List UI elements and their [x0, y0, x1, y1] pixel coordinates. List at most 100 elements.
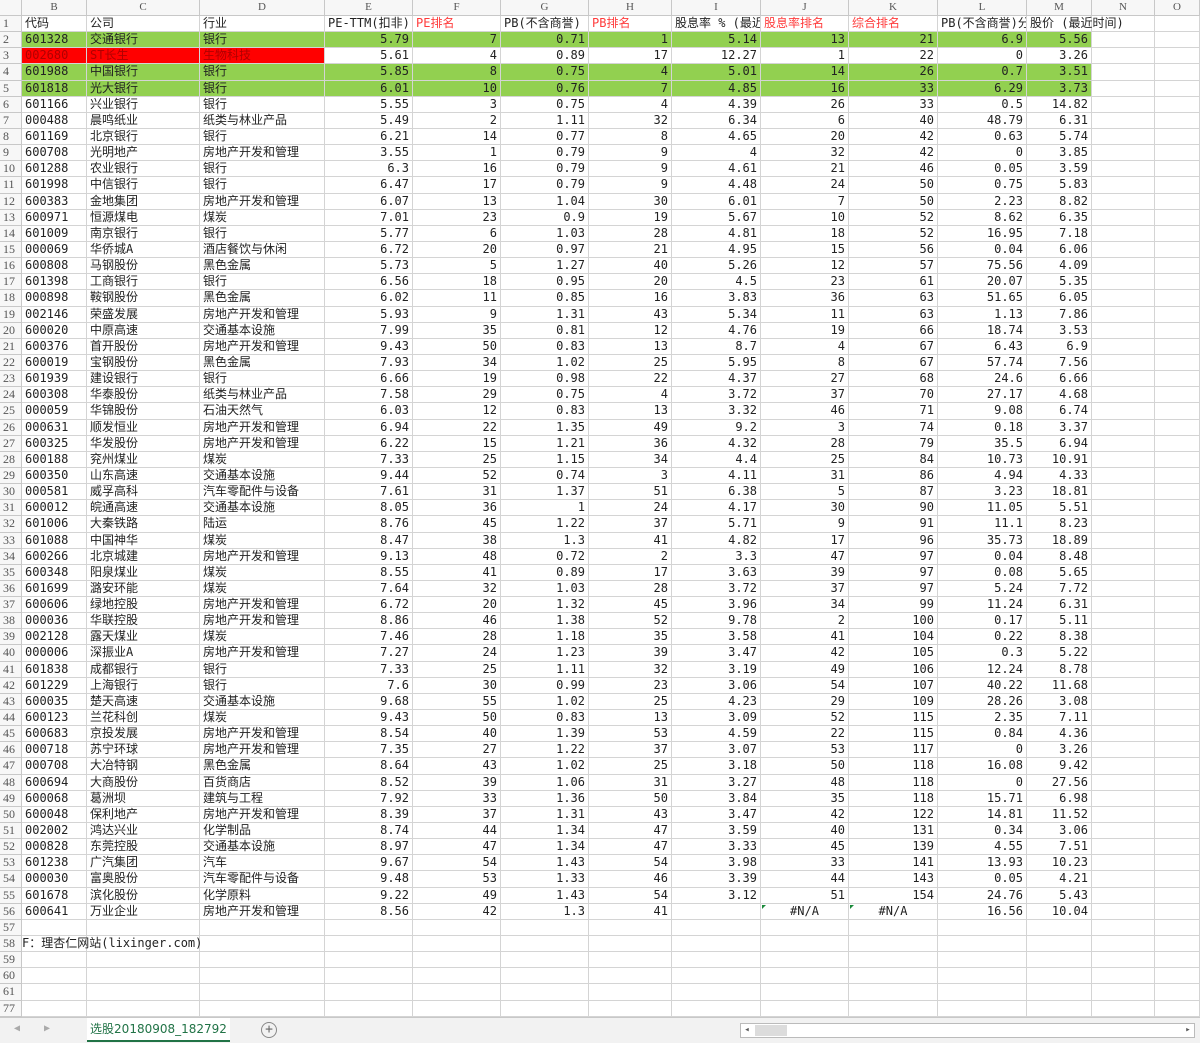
cell[interactable]: 3.23 [938, 484, 1027, 501]
cell[interactable]: 600020 [22, 322, 87, 339]
column-header-F[interactable]: F [413, 0, 501, 16]
cell[interactable]: 27 [761, 371, 849, 388]
cell[interactable]: 3.32 [672, 403, 761, 420]
cell[interactable]: 6.94 [325, 419, 413, 436]
cell[interactable]: 7.99 [325, 322, 413, 339]
cell[interactable]: 600376 [22, 338, 87, 355]
horizontal-scrollbar[interactable]: ◂ ▸ [740, 1023, 1195, 1038]
empty-cell[interactable] [1092, 774, 1155, 791]
cell[interactable]: 42 [761, 645, 849, 662]
cell[interactable]: 4.65 [672, 128, 761, 146]
cell[interactable]: 97 [849, 548, 938, 565]
cell[interactable]: 40.22 [938, 677, 1027, 694]
empty-cell[interactable] [22, 1000, 87, 1017]
empty-cell[interactable] [589, 919, 672, 937]
cell[interactable]: 3.33 [672, 839, 761, 856]
cell[interactable]: 1.02 [501, 354, 589, 372]
cell[interactable]: 117 [849, 742, 938, 759]
column-header-G[interactable]: G [501, 0, 589, 16]
cell[interactable]: 22 [589, 371, 672, 388]
cell[interactable]: 21 [761, 161, 849, 178]
row-number[interactable]: 1 [0, 16, 22, 33]
cell[interactable]: 55 [413, 693, 501, 711]
empty-cell[interactable] [1092, 112, 1155, 129]
cell[interactable]: 化学制品 [200, 823, 325, 840]
cell[interactable]: 3.3 [672, 548, 761, 565]
column-header-J[interactable]: J [761, 0, 849, 16]
cell[interactable]: 6.72 [325, 241, 413, 259]
cell[interactable]: 3.06 [1027, 823, 1092, 840]
empty-cell[interactable] [22, 952, 87, 969]
cell[interactable]: 生物科技 [200, 48, 325, 65]
cell[interactable]: 建筑与工程 [200, 790, 325, 807]
cell[interactable]: 47 [413, 839, 501, 856]
cell[interactable]: 115 [849, 726, 938, 743]
empty-cell[interactable] [22, 984, 87, 1001]
cell[interactable]: 000030 [22, 871, 87, 888]
cell[interactable]: 1.32 [501, 597, 589, 614]
cell[interactable]: 4 [589, 387, 672, 404]
cell[interactable]: 0.05 [938, 161, 1027, 178]
cell[interactable]: 1.43 [501, 887, 589, 904]
cell[interactable]: 15 [761, 241, 849, 259]
cell[interactable]: 24.6 [938, 371, 1027, 388]
cell[interactable]: 600048 [22, 806, 87, 824]
cell[interactable]: 房地产开发和管理 [200, 742, 325, 759]
cell[interactable]: 7 [761, 193, 849, 210]
cell[interactable]: 37 [589, 742, 672, 759]
cell[interactable]: 4.68 [1027, 387, 1092, 404]
empty-cell[interactable] [761, 968, 849, 985]
empty-cell[interactable] [672, 984, 761, 1001]
empty-cell[interactable] [1092, 145, 1155, 162]
empty-cell[interactable] [589, 968, 672, 985]
cell[interactable]: 53 [413, 871, 501, 888]
cell[interactable]: 陆运 [200, 516, 325, 533]
empty-cell[interactable] [1155, 580, 1200, 598]
cell[interactable]: 601998 [22, 177, 87, 194]
cell[interactable]: 41 [761, 629, 849, 646]
cell[interactable]: 32 [413, 580, 501, 598]
cell[interactable]: 0.7 [938, 64, 1027, 81]
cell[interactable]: 139 [849, 839, 938, 856]
cell[interactable]: 华联控股 [87, 613, 200, 630]
cell[interactable]: 54 [589, 887, 672, 904]
cell[interactable]: 002146 [22, 306, 87, 323]
cell[interactable]: 银行 [200, 274, 325, 291]
empty-cell[interactable] [1155, 919, 1200, 937]
column-header-H[interactable]: H [589, 0, 672, 16]
cell[interactable]: 601988 [22, 64, 87, 81]
cell[interactable]: 3.96 [672, 597, 761, 614]
cell[interactable]: 000069 [22, 241, 87, 259]
sheet-tab-active[interactable]: 选股20180908_182792 [87, 1018, 230, 1042]
cell[interactable]: 1 [761, 48, 849, 65]
cell[interactable]: 0.18 [938, 419, 1027, 436]
cell[interactable]: 0.05 [938, 871, 1027, 888]
cell[interactable]: 600708 [22, 145, 87, 162]
cell[interactable]: 52 [413, 467, 501, 485]
cell[interactable]: 8.39 [325, 806, 413, 824]
empty-cell[interactable] [1155, 742, 1200, 759]
cell[interactable]: 0.3 [938, 645, 1027, 662]
cell[interactable]: 交通基本设施 [200, 693, 325, 711]
cell[interactable]: 11.1 [938, 516, 1027, 533]
empty-cell[interactable] [1155, 290, 1200, 307]
cell[interactable]: 9.68 [325, 693, 413, 711]
cell[interactable]: 山东高速 [87, 467, 200, 485]
empty-cell[interactable] [1155, 48, 1200, 65]
cell[interactable]: 广汽集团 [87, 855, 200, 872]
cell[interactable]: 汽车零配件与设备 [200, 484, 325, 501]
cell[interactable]: 4.82 [672, 532, 761, 549]
cell[interactable]: 16 [761, 80, 849, 97]
cell[interactable]: 9 [589, 161, 672, 178]
empty-cell[interactable] [1155, 871, 1200, 888]
cell[interactable]: 2 [761, 613, 849, 630]
empty-cell[interactable] [1092, 258, 1155, 275]
cell[interactable]: 0 [938, 145, 1027, 162]
cell[interactable]: 24 [589, 500, 672, 517]
cell[interactable]: 37 [589, 516, 672, 533]
cell[interactable]: 41 [589, 903, 672, 920]
cell[interactable]: 5.01 [672, 64, 761, 81]
cell[interactable]: 9.2 [672, 419, 761, 436]
empty-cell[interactable] [413, 919, 501, 937]
empty-cell[interactable] [1092, 903, 1155, 920]
